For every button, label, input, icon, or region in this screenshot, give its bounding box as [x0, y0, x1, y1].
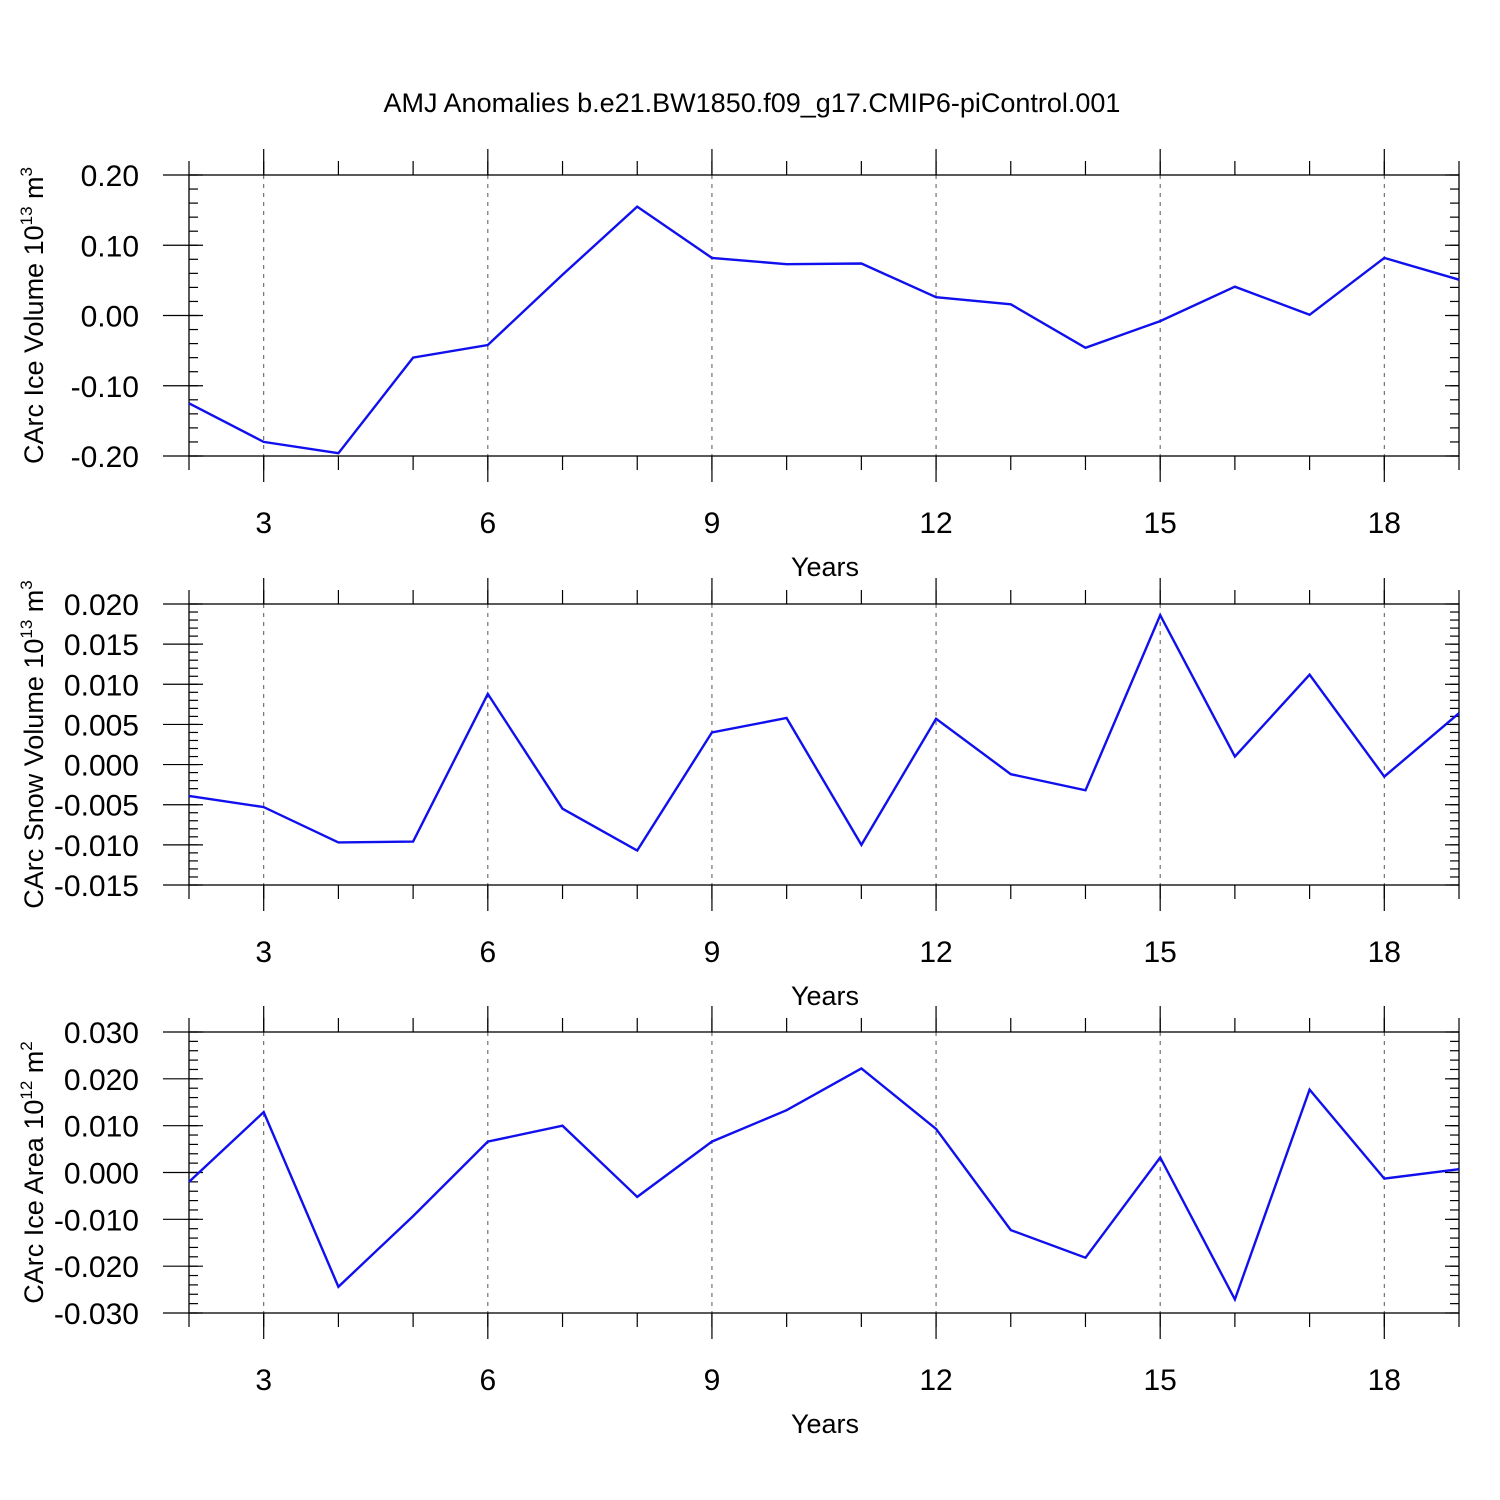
y-tick-label: -0.010 [54, 830, 139, 863]
y-axis-label-exponent: 12 [17, 1081, 36, 1100]
x-axis-label: Years [791, 981, 859, 1011]
x-tick-label: 3 [255, 1364, 272, 1397]
y-axis-label-unit: m [19, 590, 49, 620]
series-line [188, 612, 1460, 853]
x-axis-label: Years [791, 552, 859, 582]
y-tick-label: -0.20 [71, 441, 139, 474]
y-tick-label: 0.20 [81, 160, 139, 193]
y-axis-label-unit-exponent: 3 [17, 167, 36, 176]
y-axis-label-exponent: 13 [17, 206, 36, 225]
x-tick-label: 9 [704, 507, 721, 540]
x-tick-label: 12 [919, 507, 952, 540]
x-axis-label: Years [791, 1409, 859, 1439]
y-tick-label: 0.020 [64, 589, 139, 622]
y-tick-label: -0.005 [54, 790, 139, 823]
y-tick-label: 0.015 [64, 629, 139, 662]
plot-frame [188, 603, 1460, 886]
y-tick-label: -0.020 [54, 1251, 139, 1284]
y-tick-label: 0.005 [64, 709, 139, 742]
y-tick-label: 0.10 [81, 230, 139, 263]
y-axis-label: CArc Ice Volume 1013 m3 [17, 167, 49, 464]
panels: -0.20 -0.10 0.00 0.10 0.20 3 6 9 12 15 18 Years CArc… [17, 149, 1460, 1439]
panel-2: -0.015 -0.010 -0.005 0.000 0.005 0.010 0.015 0.… [17, 578, 1460, 1011]
x-tick-label: 3 [255, 936, 272, 969]
x-tick-label: 18 [1368, 936, 1401, 969]
x-tick-label: 15 [1143, 936, 1176, 969]
plot-frame [188, 174, 1460, 457]
x-tick-label: 9 [704, 1364, 721, 1397]
x-tick-label: 3 [255, 507, 272, 540]
y-axis-label: CArc Ice Area 1012 m2 [17, 1041, 49, 1304]
figure-title: AMJ Anomalies b.e21.BW1850.f09_g17.CMIP6… [384, 88, 1121, 118]
y-axis-label-unit-exponent: 2 [17, 1041, 36, 1050]
x-tick-label: 6 [479, 507, 496, 540]
y-tick-label: 0.000 [64, 1158, 139, 1191]
x-tick-label: 6 [479, 936, 496, 969]
x-tick-label: 18 [1368, 507, 1401, 540]
y-tick-label: -0.10 [71, 371, 139, 404]
y-tick-label: 0.00 [81, 301, 139, 334]
x-tick-label: 6 [479, 1364, 496, 1397]
y-tick-label: -0.015 [54, 870, 139, 903]
y-axis-label-unit: m [19, 176, 49, 206]
y-axis-label-unit-exponent: 3 [17, 580, 36, 589]
plot-frame [188, 1031, 1460, 1314]
y-axis-label: CArc Snow Volume 1013 m3 [17, 580, 49, 909]
series-line [188, 1067, 1460, 1303]
x-tick-label: 15 [1143, 507, 1176, 540]
y-axis-label-exponent: 13 [17, 620, 36, 639]
panel-1: -0.20 -0.10 0.00 0.10 0.20 3 6 9 12 15 18 Years CArc… [17, 149, 1460, 582]
y-tick-label: 0.030 [64, 1017, 139, 1050]
panel-3: -0.030 -0.020 -0.010 0.000 0.010 0.020 0.030 3 6… [17, 1006, 1460, 1439]
y-tick-label: -0.010 [54, 1204, 139, 1237]
y-tick-label: 0.020 [64, 1064, 139, 1097]
y-tick-label: 0.010 [64, 669, 139, 702]
x-tick-label: 15 [1143, 1364, 1176, 1397]
y-axis-label-main: CArc Snow Volume 10 [19, 639, 49, 909]
x-tick-label: 9 [704, 936, 721, 969]
x-tick-label: 12 [919, 936, 952, 969]
y-axis-label-unit: m [19, 1051, 49, 1081]
y-axis-label-main: CArc Ice Volume 10 [19, 225, 49, 464]
series-line [188, 205, 1460, 455]
y-axis-label-main: CArc Ice Area 10 [19, 1100, 49, 1304]
y-tick-label: 0.000 [64, 750, 139, 783]
y-tick-label: -0.030 [54, 1298, 139, 1331]
y-tick-label: 0.010 [64, 1111, 139, 1144]
x-tick-label: 12 [919, 1364, 952, 1397]
x-tick-label: 18 [1368, 1364, 1401, 1397]
